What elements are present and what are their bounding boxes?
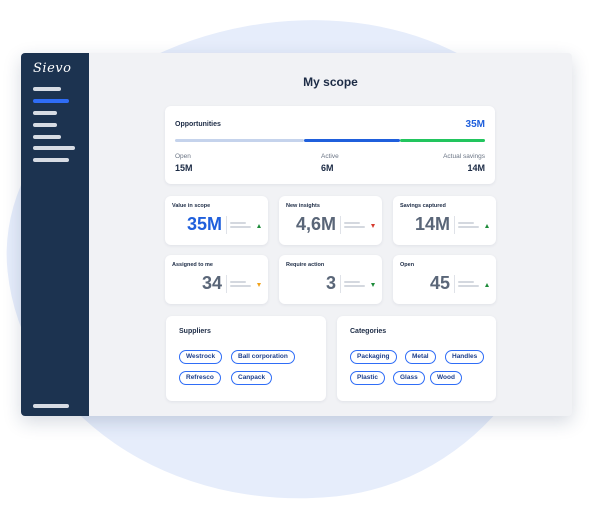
- kpi-divider: [340, 275, 341, 293]
- kpi-divider: [340, 216, 341, 234]
- kpi-sparkline: [344, 226, 365, 228]
- opportunity-active-label: Active: [321, 153, 339, 160]
- category-tag[interactable]: Wood: [430, 371, 462, 385]
- opportunity-open-value: 15M: [175, 163, 193, 173]
- opportunity-open-label: Open: [175, 153, 191, 160]
- page-title: My scope: [303, 75, 358, 89]
- categories-card: Categories Packaging Metal Handles Plast…: [337, 316, 496, 401]
- suppliers-title: Suppliers: [179, 328, 211, 335]
- category-tag[interactable]: Plastic: [350, 371, 385, 385]
- kpi-divider: [226, 275, 227, 293]
- nav-item-4[interactable]: [33, 123, 57, 127]
- category-tag[interactable]: Packaging: [350, 350, 397, 364]
- kpi-sparkline: [230, 285, 251, 287]
- trend-up-icon: [485, 224, 489, 228]
- nav-item-5[interactable]: [33, 135, 61, 139]
- main-content: My scope Opportunities 35M Open 15M Acti…: [89, 53, 572, 416]
- kpi-sparkline: [344, 281, 360, 283]
- kpi-card-value-in-scope[interactable]: Value in scope 35M: [165, 196, 268, 245]
- kpi-card-open[interactable]: Open 45: [393, 255, 496, 304]
- kpi-value: 35M: [186, 214, 222, 234]
- nav-item-6[interactable]: [33, 146, 75, 150]
- nav-item-active[interactable]: [33, 99, 69, 103]
- trend-up-icon: [485, 283, 489, 287]
- supplier-tag[interactable]: Westrock: [179, 350, 223, 364]
- progress-segment-2: [304, 139, 400, 142]
- kpi-divider: [454, 216, 455, 234]
- kpi-value: 3: [325, 273, 336, 293]
- kpi-sparkline: [230, 281, 246, 283]
- kpi-card-savings-captured[interactable]: Savings captured 14M: [393, 196, 496, 245]
- nav-item-bottom[interactable]: [33, 404, 69, 408]
- trend-up-icon: [257, 224, 261, 228]
- opportunity-savings-label: Actual savings: [443, 153, 485, 160]
- trend-down-icon: [257, 283, 261, 287]
- kpi-sparkline: [344, 285, 365, 287]
- kpi-sparkline: [344, 222, 360, 224]
- progress-segment-3: [400, 139, 485, 142]
- category-tag[interactable]: Handles: [445, 350, 485, 364]
- sievo-logo: Sievo: [33, 61, 72, 76]
- kpi-value: 4,6M: [295, 214, 336, 234]
- trend-down-icon: [371, 283, 375, 287]
- trend-down-icon: [371, 224, 375, 228]
- categories-title: Categories: [350, 328, 387, 335]
- kpi-sparkline: [458, 226, 479, 228]
- kpi-label: Value in scope: [172, 203, 211, 209]
- suppliers-card: Suppliers Westrock Ball corporation Refr…: [166, 316, 326, 401]
- supplier-tag[interactable]: Canpack: [231, 371, 273, 385]
- opportunity-active-value: 6M: [321, 163, 334, 173]
- kpi-value: 34: [201, 273, 222, 293]
- kpi-value: 45: [429, 273, 450, 293]
- kpi-sparkline: [230, 226, 251, 228]
- category-tag[interactable]: Glass: [393, 371, 425, 385]
- kpi-sparkline: [458, 285, 479, 287]
- kpi-sparkline: [458, 281, 474, 283]
- opportunities-total: 35M: [465, 119, 485, 130]
- kpi-sparkline: [458, 222, 474, 224]
- kpi-label: New insights: [286, 203, 320, 209]
- kpi-card-assigned-to-me[interactable]: Assigned to me 34: [165, 255, 268, 304]
- kpi-label: Savings captured: [400, 203, 446, 209]
- opportunity-savings-value: 14M: [467, 163, 485, 173]
- kpi-label: Require action: [286, 262, 325, 268]
- kpi-card-new-insights[interactable]: New insights 4,6M: [279, 196, 382, 245]
- kpi-label: Open: [400, 262, 415, 268]
- nav-item-7[interactable]: [33, 158, 69, 162]
- nav-item-1[interactable]: [33, 87, 61, 91]
- kpi-divider: [454, 275, 455, 293]
- opportunities-card[interactable]: Opportunities 35M Open 15M Active 6M Act…: [165, 106, 495, 184]
- kpi-sparkline: [230, 222, 246, 224]
- progress-segment-1: [175, 139, 304, 142]
- sidebar: Sievo: [21, 53, 89, 416]
- kpi-divider: [226, 216, 227, 234]
- kpi-label: Assigned to me: [172, 262, 213, 268]
- opportunities-title: Opportunities: [175, 121, 221, 128]
- app-window: Sievo My scope Opportunities 35M Open 15…: [21, 53, 572, 416]
- category-tag[interactable]: Metal: [405, 350, 436, 364]
- kpi-value: 14M: [414, 214, 450, 234]
- nav-item-3[interactable]: [33, 111, 57, 115]
- kpi-card-require-action[interactable]: Require action 3: [279, 255, 382, 304]
- supplier-tag[interactable]: Ball corporation: [231, 350, 295, 364]
- supplier-tag[interactable]: Refresco: [179, 371, 221, 385]
